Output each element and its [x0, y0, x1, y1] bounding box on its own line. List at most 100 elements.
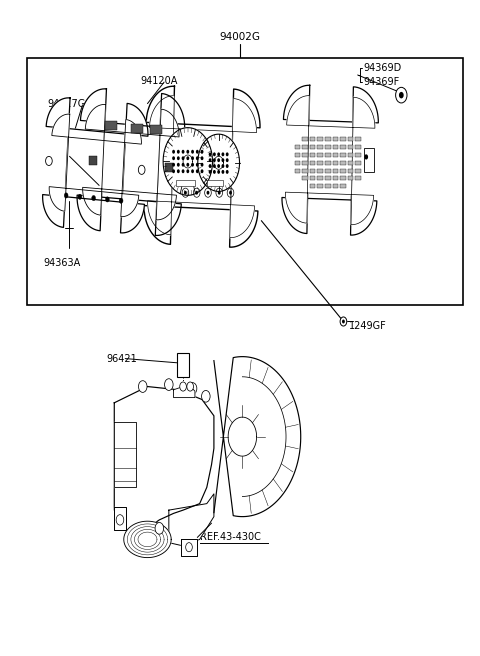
Polygon shape: [114, 422, 136, 487]
Circle shape: [172, 156, 175, 160]
Bar: [355, 176, 361, 180]
Circle shape: [340, 317, 347, 326]
Bar: [310, 161, 315, 165]
Bar: [333, 176, 338, 180]
Circle shape: [177, 156, 180, 160]
Circle shape: [181, 156, 184, 160]
Bar: [302, 137, 308, 141]
Bar: [325, 137, 331, 141]
Bar: [325, 184, 331, 188]
Bar: [333, 145, 338, 149]
Circle shape: [217, 164, 220, 168]
Text: 94363A: 94363A: [43, 258, 80, 268]
Circle shape: [177, 150, 180, 154]
Bar: [325, 145, 331, 149]
Circle shape: [226, 164, 228, 168]
Circle shape: [201, 150, 204, 154]
Bar: [348, 169, 353, 173]
Circle shape: [396, 87, 407, 103]
Circle shape: [186, 150, 189, 154]
Circle shape: [209, 158, 212, 162]
Bar: [295, 161, 300, 165]
Circle shape: [180, 382, 186, 391]
Circle shape: [92, 195, 96, 201]
Bar: [310, 176, 315, 180]
Circle shape: [188, 382, 197, 394]
Bar: [89, 156, 97, 165]
Bar: [165, 163, 172, 172]
Bar: [333, 153, 338, 157]
Circle shape: [181, 150, 184, 154]
Circle shape: [217, 170, 220, 174]
Bar: [302, 161, 308, 165]
Circle shape: [202, 390, 210, 402]
Bar: [310, 145, 315, 149]
Circle shape: [187, 382, 193, 391]
Circle shape: [181, 169, 184, 173]
Circle shape: [196, 156, 199, 160]
Circle shape: [364, 154, 368, 159]
Polygon shape: [174, 386, 195, 398]
Circle shape: [172, 169, 175, 173]
Bar: [317, 137, 323, 141]
Bar: [317, 169, 323, 173]
Polygon shape: [114, 386, 214, 529]
Bar: [355, 153, 361, 157]
Circle shape: [184, 191, 187, 195]
Bar: [340, 137, 346, 141]
Bar: [302, 169, 308, 173]
Bar: [340, 161, 346, 165]
Bar: [302, 145, 308, 149]
Bar: [355, 137, 361, 141]
Bar: [340, 145, 346, 149]
Bar: [333, 184, 338, 188]
Polygon shape: [148, 96, 256, 237]
Bar: [310, 137, 315, 141]
Circle shape: [172, 163, 175, 167]
Bar: [26, 58, 463, 305]
Circle shape: [64, 193, 68, 198]
Bar: [340, 169, 346, 173]
Polygon shape: [282, 85, 378, 235]
Text: 94120A: 94120A: [140, 76, 178, 86]
Circle shape: [138, 165, 145, 174]
Circle shape: [399, 92, 404, 98]
Text: REF.43-430C: REF.43-430C: [200, 533, 261, 543]
Circle shape: [177, 169, 180, 173]
Circle shape: [213, 164, 216, 168]
Bar: [355, 145, 361, 149]
Circle shape: [165, 379, 173, 390]
Bar: [310, 153, 315, 157]
Circle shape: [196, 150, 199, 154]
Circle shape: [155, 522, 164, 534]
Polygon shape: [114, 507, 126, 529]
Circle shape: [196, 163, 199, 167]
Polygon shape: [214, 357, 300, 517]
Circle shape: [119, 198, 123, 203]
Circle shape: [221, 170, 224, 174]
Circle shape: [226, 158, 228, 162]
Polygon shape: [124, 521, 171, 558]
Bar: [333, 169, 338, 173]
Polygon shape: [77, 89, 185, 236]
Bar: [317, 153, 323, 157]
Circle shape: [196, 169, 199, 173]
Bar: [317, 145, 323, 149]
Circle shape: [191, 150, 194, 154]
Bar: [177, 354, 189, 377]
Circle shape: [206, 191, 209, 195]
Circle shape: [201, 169, 204, 173]
Polygon shape: [43, 98, 148, 233]
Polygon shape: [144, 86, 260, 247]
Circle shape: [191, 163, 194, 167]
Circle shape: [342, 319, 345, 323]
Bar: [340, 184, 346, 188]
Circle shape: [226, 170, 228, 174]
Circle shape: [46, 156, 52, 165]
Bar: [333, 137, 338, 141]
Circle shape: [209, 164, 212, 168]
Bar: [176, 180, 195, 186]
Polygon shape: [49, 114, 142, 216]
Circle shape: [221, 152, 224, 156]
Bar: [325, 169, 331, 173]
